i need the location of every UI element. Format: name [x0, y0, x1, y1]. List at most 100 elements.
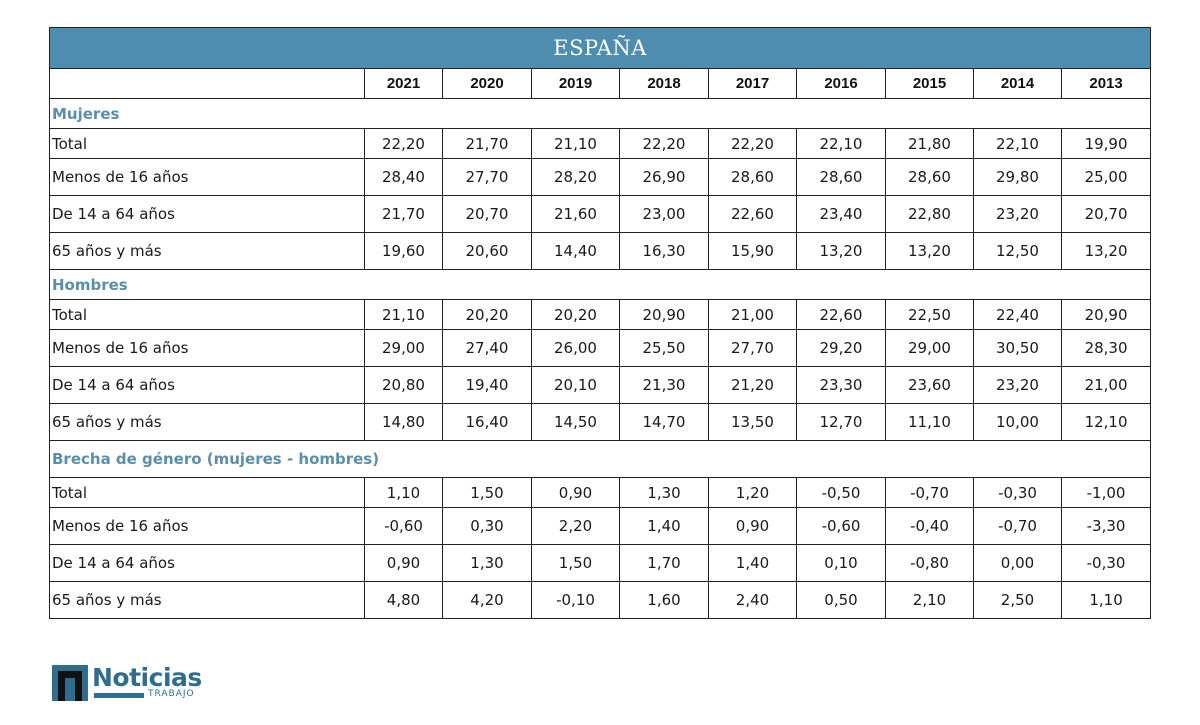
- value-cell: 21,00: [708, 299, 797, 330]
- value-cell: -1,00: [1060, 477, 1152, 508]
- year-header: 2018: [619, 68, 709, 99]
- value-cell: 22,80: [885, 195, 974, 233]
- table-row: 65 años y más 19,60 20,60 14,40 16,30 15,90 13…: [49, 232, 1152, 270]
- value-cell: 19,60: [364, 232, 443, 270]
- value-cell: 20,20: [442, 299, 532, 330]
- value-cell: 16,40: [442, 403, 532, 441]
- value-cell: 22,40: [973, 299, 1062, 330]
- table-row: Menos de 16 años 28,40 27,70 28,20 26,90 28,6…: [49, 158, 1152, 196]
- value-cell: 1,10: [1060, 581, 1152, 619]
- value-cell: 23,30: [796, 366, 886, 404]
- value-cell: 12,70: [796, 403, 886, 441]
- row-label: De 14 a 64 años: [49, 195, 365, 233]
- value-cell: 12,10: [1060, 403, 1152, 441]
- year-header: 2016: [796, 68, 886, 99]
- value-cell: 13,20: [796, 232, 886, 270]
- value-cell: 14,80: [364, 403, 443, 441]
- row-label: Menos de 16 años: [49, 158, 365, 196]
- value-cell: -0,40: [885, 507, 974, 545]
- value-cell: 22,60: [796, 299, 886, 330]
- value-cell: -3,30: [1060, 507, 1152, 545]
- table-row: De 14 a 64 años 0,90 1,30 1,50 1,70 1,40 0,10-…: [49, 544, 1152, 582]
- value-cell: 28,20: [531, 158, 620, 196]
- value-cell: 29,20: [796, 329, 886, 367]
- value-cell: 2,10: [885, 581, 974, 619]
- row-label: Menos de 16 años: [49, 507, 365, 545]
- value-cell: 20,70: [1060, 195, 1152, 233]
- value-cell: 21,80: [885, 128, 974, 159]
- value-cell: -0,50: [796, 477, 886, 508]
- value-cell: 2,50: [973, 581, 1062, 619]
- data-table: ESPAÑA 2021 2020 2019 2018 2017 2016 201…: [48, 27, 1152, 619]
- value-cell: 0,50: [796, 581, 886, 619]
- row-label: 65 años y más: [49, 581, 365, 619]
- value-cell: 21,60: [531, 195, 620, 233]
- value-cell: 26,00: [531, 329, 620, 367]
- table-row: Total 1,10 1,50 0,90 1,30 1,20 -0,50 -0,70 -0,30…: [49, 477, 1152, 508]
- value-cell: 26,90: [619, 158, 709, 196]
- year-header-row: 2021 2020 2019 2018 2017 2016 2015 2014 …: [49, 68, 1152, 99]
- value-cell: 0,90: [364, 544, 443, 582]
- row-label: Menos de 16 años: [49, 329, 365, 367]
- value-cell: 28,60: [885, 158, 974, 196]
- year-header: 2019: [531, 68, 620, 99]
- value-cell: 14,50: [531, 403, 620, 441]
- value-cell: 27,70: [442, 158, 532, 196]
- value-cell: 23,20: [973, 366, 1062, 404]
- row-label: De 14 a 64 años: [49, 544, 365, 582]
- year-header: 2014: [973, 68, 1062, 99]
- value-cell: 23,00: [619, 195, 709, 233]
- row-label: De 14 a 64 años: [49, 366, 365, 404]
- value-cell: 13,20: [885, 232, 974, 270]
- value-cell: 21,10: [364, 299, 443, 330]
- value-cell: 10,00: [973, 403, 1062, 441]
- logo-subtitle: TRABAJO: [148, 689, 195, 699]
- row-label: Total: [49, 128, 365, 159]
- section-row: Mujeres: [48, 98, 1152, 129]
- value-cell: 20,80: [364, 366, 443, 404]
- value-cell: -0,60: [796, 507, 886, 545]
- value-cell: 2,40: [708, 581, 797, 619]
- value-cell: 4,80: [364, 581, 443, 619]
- value-cell: 14,40: [531, 232, 620, 270]
- value-cell: 21,20: [708, 366, 797, 404]
- value-cell: 2,20: [531, 507, 620, 545]
- year-header-corner: [49, 68, 365, 99]
- table-row: De 14 a 64 años 21,70 20,70 21,60 23,00 22,60…: [49, 195, 1152, 233]
- value-cell: 16,30: [619, 232, 709, 270]
- row-label: 65 años y más: [49, 232, 365, 270]
- value-cell: 20,90: [1060, 299, 1152, 330]
- value-cell: 13,20: [1060, 232, 1152, 270]
- value-cell: 22,10: [796, 128, 886, 159]
- value-cell: 20,10: [531, 366, 620, 404]
- value-cell: 21,70: [364, 195, 443, 233]
- value-cell: 30,50: [973, 329, 1062, 367]
- value-cell: 20,70: [442, 195, 532, 233]
- value-cell: 1,30: [442, 544, 532, 582]
- row-label: Total: [49, 299, 365, 330]
- value-cell: -0,60: [364, 507, 443, 545]
- value-cell: 22,20: [619, 128, 709, 159]
- section-heading: Hombres: [48, 269, 1152, 300]
- value-cell: 1,50: [531, 544, 620, 582]
- value-cell: 14,70: [619, 403, 709, 441]
- value-cell: 4,20: [442, 581, 532, 619]
- value-cell: 1,40: [708, 544, 797, 582]
- value-cell: 28,60: [796, 158, 886, 196]
- value-cell: 22,20: [364, 128, 443, 159]
- value-cell: -0,10: [531, 581, 620, 619]
- value-cell: 29,00: [885, 329, 974, 367]
- value-cell: -0,30: [1060, 544, 1152, 582]
- noticias-trabajo-logo: Noticias TRABAJO: [52, 663, 202, 701]
- value-cell: 22,50: [885, 299, 974, 330]
- value-cell: 25,50: [619, 329, 709, 367]
- value-cell: -0,80: [885, 544, 974, 582]
- value-cell: 29,80: [973, 158, 1062, 196]
- value-cell: 13,50: [708, 403, 797, 441]
- value-cell: 29,00: [364, 329, 443, 367]
- value-cell: 0,00: [973, 544, 1062, 582]
- value-cell: 25,00: [1060, 158, 1152, 196]
- table-row: De 14 a 64 años 20,80 19,40 20,10 21,30 21,20…: [49, 366, 1152, 404]
- section-heading: Brecha de género (mujeres - hombres): [48, 440, 1152, 478]
- value-cell: 23,20: [973, 195, 1062, 233]
